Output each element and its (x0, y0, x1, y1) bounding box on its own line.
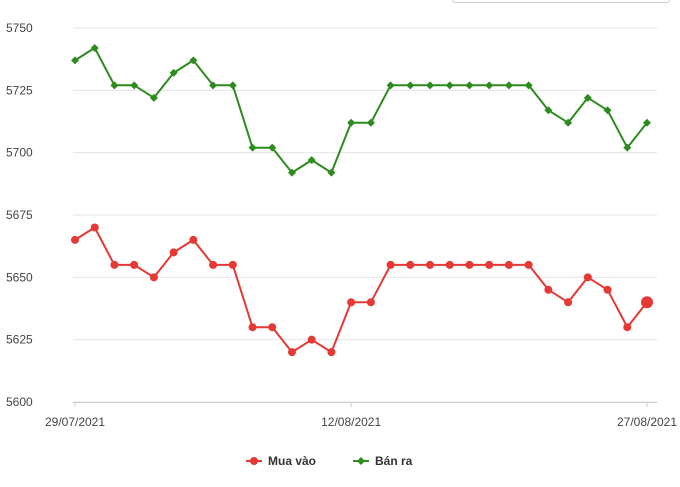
data-point (169, 248, 178, 257)
legend-label[interactable]: Mua vào (268, 454, 316, 468)
legend-swatch-marker (250, 457, 258, 465)
data-point (641, 296, 653, 309)
data-point (110, 260, 119, 269)
data-point (169, 68, 178, 77)
data-point (504, 260, 513, 269)
data-point (603, 106, 612, 115)
data-point (228, 81, 237, 90)
data-point (149, 93, 158, 102)
x-axis: 29/07/2021 12/08/2021 27/08/2021 (45, 402, 677, 429)
data-point (209, 260, 218, 269)
data-point (268, 143, 277, 152)
data-point (623, 143, 632, 152)
data-point (603, 285, 612, 294)
data-point (307, 156, 316, 165)
data-point (445, 81, 454, 90)
data-point (643, 118, 651, 127)
data-point (149, 273, 158, 282)
data-point (564, 298, 573, 307)
data-point (189, 235, 198, 244)
data-point (623, 323, 632, 332)
data-point (366, 298, 375, 307)
data-point (90, 43, 99, 52)
data-point (386, 81, 395, 90)
data-point (426, 81, 435, 90)
data-point (564, 118, 573, 127)
data-point (268, 323, 277, 332)
data-point (485, 81, 494, 90)
data-point (524, 260, 533, 269)
data-point (71, 56, 79, 65)
legend-label[interactable]: Bán ra (375, 454, 413, 468)
data-point (583, 93, 592, 102)
data-point (327, 168, 336, 177)
data-point (406, 81, 415, 90)
data-point (327, 348, 336, 357)
data-point (189, 56, 198, 65)
data-point (347, 298, 356, 307)
y-tick-label: 5625 (6, 333, 33, 347)
x-tick-label: 29/07/2021 (45, 415, 105, 429)
data-point (465, 81, 474, 90)
series-line-ban-ra (74, 46, 648, 174)
y-tick-label: 5675 (6, 208, 33, 222)
data-point (71, 235, 79, 244)
x-tick-label: 27/08/2021 (617, 415, 677, 429)
data-point (406, 260, 415, 269)
series-line-mua-vao (74, 226, 648, 354)
data-point (228, 260, 237, 269)
data-point (130, 260, 139, 269)
data-point (485, 260, 494, 269)
data-point (130, 81, 139, 90)
data-point (347, 118, 356, 127)
grid-lines (73, 27, 657, 403)
legend-swatch-marker (357, 457, 365, 465)
data-point (524, 81, 533, 90)
legend[interactable]: Mua vào Bán ra (246, 454, 413, 468)
y-tick-label: 5600 (6, 395, 33, 409)
data-point (366, 118, 375, 127)
data-point (287, 348, 296, 357)
y-axis: 5600 5625 5650 5675 5700 5725 5750 (6, 21, 33, 409)
y-tick-label: 5700 (6, 146, 33, 160)
data-point (90, 223, 99, 232)
data-point (248, 323, 257, 332)
data-point (544, 106, 553, 115)
y-tick-label: 5725 (6, 83, 33, 97)
data-point (386, 260, 395, 269)
data-point (248, 143, 257, 152)
y-tick-label: 5750 (6, 21, 33, 35)
series-group (71, 43, 653, 357)
data-point (209, 81, 218, 90)
data-point (445, 260, 454, 269)
x-tick-label: 12/08/2021 (321, 415, 381, 429)
data-point (544, 285, 553, 294)
data-point (307, 335, 316, 344)
range-selector-box[interactable] (452, 0, 670, 3)
data-point (504, 81, 513, 90)
data-point (465, 260, 474, 269)
data-point (287, 168, 296, 177)
data-point (110, 81, 119, 90)
y-tick-label: 5650 (6, 270, 33, 284)
data-point (426, 260, 435, 269)
data-point (583, 273, 592, 282)
